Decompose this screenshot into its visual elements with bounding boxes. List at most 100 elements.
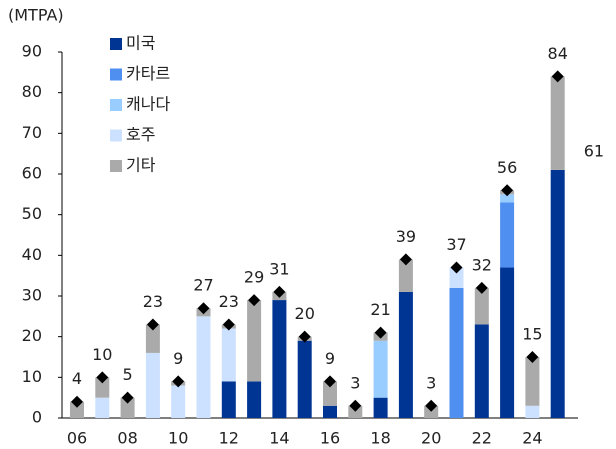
legend-label: 호주 <box>126 125 155 144</box>
y-tick-label: 60 <box>22 164 42 183</box>
bar-segment <box>373 340 388 398</box>
value-label: 61 <box>584 141 604 160</box>
bar-segment <box>323 381 337 406</box>
x-tick-label: 20 <box>421 429 441 448</box>
bar-segment <box>348 405 363 418</box>
total-label: 56 <box>497 158 517 177</box>
x-tick-label: 18 <box>370 429 390 448</box>
total-marker <box>172 375 185 388</box>
bar-segment <box>525 357 540 406</box>
total-label: 15 <box>522 325 542 344</box>
total-label: 27 <box>193 276 213 295</box>
y-tick-label: 50 <box>22 204 42 223</box>
total-marker <box>324 375 336 388</box>
bar-segment <box>500 194 515 203</box>
bar-segment <box>550 76 565 170</box>
y-tick-label: 90 <box>22 42 42 61</box>
bar-segment <box>449 267 464 288</box>
total-label: 4 <box>72 369 82 388</box>
y-tick-label: 10 <box>22 367 42 386</box>
bar-segment <box>95 397 110 418</box>
legend-label: 카타르 <box>126 64 170 83</box>
bar-segment <box>398 291 413 418</box>
bar-segment <box>373 397 388 418</box>
legend-swatch <box>110 38 122 50</box>
total-marker <box>349 399 362 412</box>
total-label: 39 <box>396 227 416 246</box>
x-tick-label: 14 <box>269 429 289 448</box>
x-tick-label: 06 <box>67 429 87 448</box>
total-marker <box>475 281 488 294</box>
total-label: 9 <box>173 349 183 368</box>
bar-segment <box>120 397 135 418</box>
x-tick-label: 24 <box>522 429 542 448</box>
total-label: 31 <box>269 259 289 278</box>
bar-segment <box>272 300 287 418</box>
total-label: 23 <box>143 292 163 311</box>
total-marker <box>197 302 210 315</box>
total-marker <box>121 391 134 404</box>
legend-swatch <box>110 129 122 142</box>
total-label: 23 <box>219 292 239 311</box>
total-marker <box>425 399 438 412</box>
total-marker <box>526 351 539 363</box>
total-marker <box>551 70 564 83</box>
bar-segment <box>449 287 464 418</box>
total-marker <box>222 318 235 331</box>
bar-segment <box>500 202 515 268</box>
total-label: 5 <box>123 365 133 384</box>
total-marker <box>273 285 286 298</box>
total-marker <box>374 326 387 339</box>
bar-segment <box>221 328 236 382</box>
x-tick-label: 22 <box>472 429 492 448</box>
total-label: 84 <box>548 44 568 63</box>
legend-label: 캐나다 <box>126 95 170 114</box>
legend-label: 기타 <box>126 156 156 175</box>
y-tick-label: 80 <box>22 82 42 101</box>
bar-segment <box>297 340 312 418</box>
legend-label: 미국 <box>126 34 155 53</box>
total-marker <box>248 294 261 307</box>
bar-segment <box>145 352 160 418</box>
total-label: 37 <box>446 235 466 254</box>
y-tick-label: 20 <box>22 326 42 345</box>
total-label: 10 <box>92 345 112 364</box>
bar-segment <box>424 405 439 418</box>
bar-segment <box>171 385 186 418</box>
total-label: 29 <box>244 268 264 287</box>
total-marker <box>146 318 159 331</box>
bar-segment <box>145 324 160 353</box>
bar-segment <box>323 405 337 418</box>
unit-label: (MTPA) <box>8 6 64 25</box>
bar-segment <box>247 381 262 418</box>
bar-segment <box>500 267 515 418</box>
total-marker <box>298 330 311 343</box>
total-label: 20 <box>295 304 315 323</box>
total-marker <box>399 253 412 266</box>
total-marker <box>450 261 463 274</box>
legend-swatch <box>110 68 122 81</box>
total-marker <box>501 184 514 197</box>
bar-segment <box>247 300 262 382</box>
total-label: 3 <box>350 373 360 392</box>
bar-segment <box>70 401 84 418</box>
total-label: 3 <box>426 373 436 392</box>
total-marker <box>96 371 109 384</box>
total-marker <box>71 395 83 408</box>
y-tick-label: 70 <box>22 123 42 142</box>
total-label: 9 <box>325 349 335 368</box>
bar-segment <box>398 259 413 292</box>
bar-segment <box>196 316 211 418</box>
bar-segment <box>474 287 489 325</box>
x-tick-label: 16 <box>320 429 340 448</box>
legend-swatch <box>110 99 122 111</box>
bar-segment <box>95 377 110 398</box>
bar-segment <box>221 381 236 418</box>
legend-swatch <box>110 160 122 172</box>
total-label: 21 <box>370 300 390 319</box>
y-tick-label: 40 <box>22 245 42 264</box>
total-label: 32 <box>472 255 492 274</box>
bar-segment <box>525 405 540 418</box>
x-tick-label: 08 <box>117 429 137 448</box>
